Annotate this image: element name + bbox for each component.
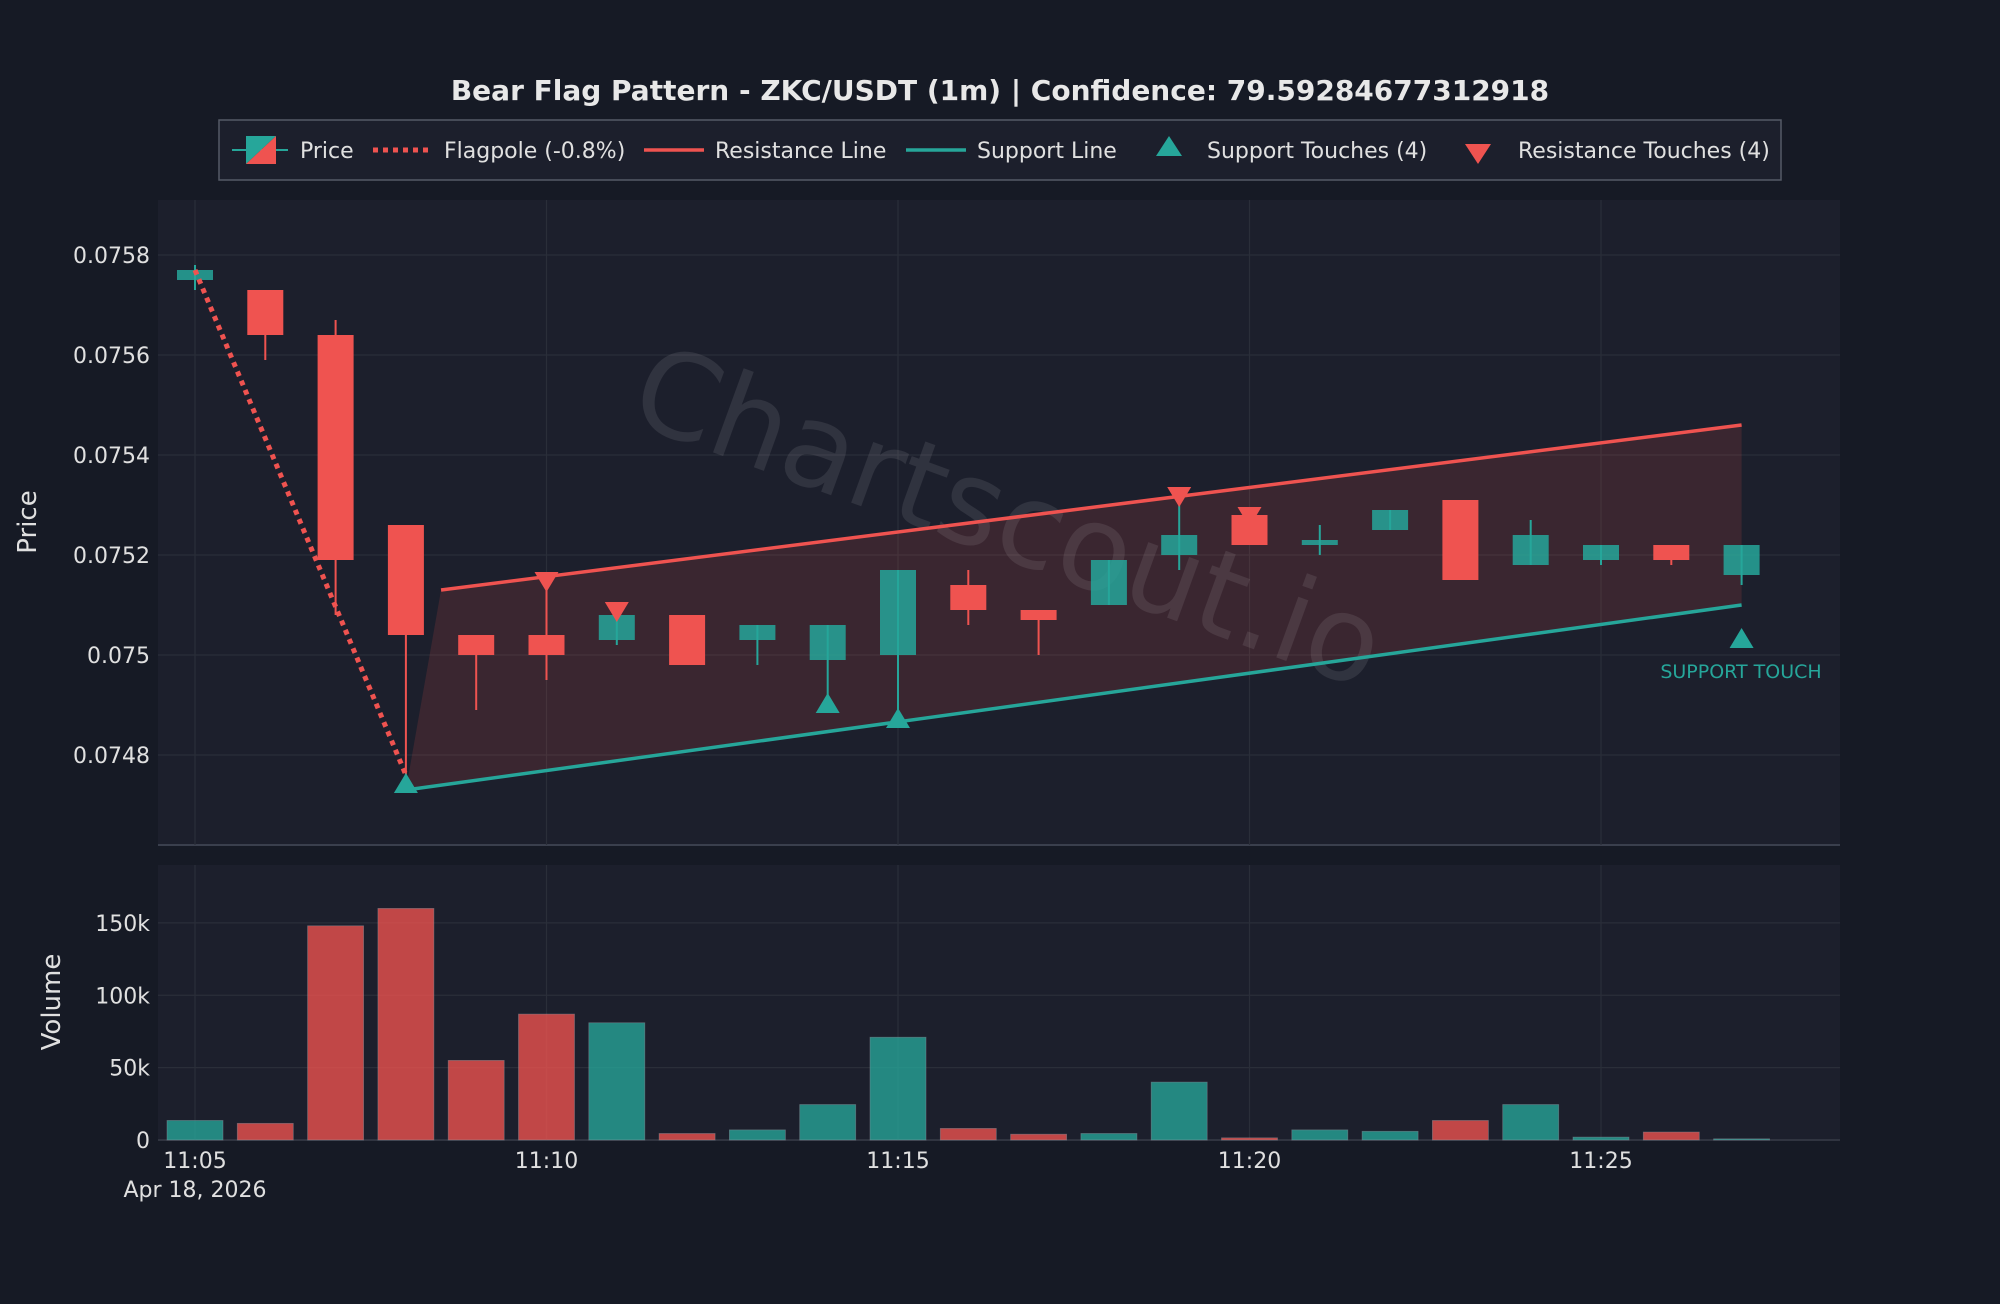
axes-layer: 0.0748 0.075 0.0752 0.0754 0.0756 0.0758 0 50k 1…	[73, 244, 1633, 1203]
volume-tick-label: 0	[136, 1129, 150, 1154]
price-panel	[158, 200, 1840, 845]
volume-bar	[1080, 1133, 1138, 1141]
legend-items: Price Flagpole (-0.8%) Resistance Line Supp…	[232, 136, 1770, 164]
volume-tick-label: 100k	[95, 984, 150, 1009]
volume-bar	[1221, 1137, 1278, 1141]
volume-bar	[1291, 1129, 1349, 1141]
flagpole-line	[192, 269, 409, 776]
candle-body	[669, 615, 706, 665]
time-tick-label: 11:25	[1569, 1149, 1632, 1174]
legend-label: Support Touches (4)	[1207, 139, 1427, 164]
markers-layer	[393, 487, 1754, 793]
candle-body	[528, 635, 565, 655]
volume-bar	[729, 1129, 786, 1141]
volume-bar	[658, 1133, 716, 1141]
volume-panel	[158, 865, 1840, 1140]
candle-body	[317, 335, 354, 560]
candle-body	[1512, 535, 1549, 565]
volume-bar	[1713, 1138, 1770, 1141]
legend-support-touch-swatch	[1156, 136, 1182, 156]
chart-title: Bear Flag Pattern - ZKC/USDT (1m) | Conf…	[451, 74, 1549, 107]
candle-body	[739, 625, 776, 640]
volume-bar	[518, 1013, 575, 1141]
volume-bar	[307, 925, 365, 1141]
support-line	[405, 603, 1742, 792]
legend-price-swatch	[246, 136, 276, 164]
price-axis-label: Price	[13, 490, 43, 553]
candles-layer	[177, 265, 1760, 775]
resistance-touch-marker	[1167, 487, 1192, 507]
grid-layer	[158, 200, 1840, 1141]
resistance-touch-marker	[534, 572, 559, 592]
time-tick-label: 11:15	[866, 1149, 929, 1174]
candle-body	[1653, 545, 1690, 560]
candle-body	[1301, 540, 1338, 545]
legend: Price Flagpole (-0.8%) Resistance Line Supp…	[218, 119, 1782, 181]
time-tick-label: 11:10	[515, 1149, 578, 1174]
support-touch-marker	[393, 773, 418, 793]
support-touch-marker	[886, 708, 910, 728]
candle-body	[1723, 545, 1760, 575]
volume-bar	[447, 1059, 505, 1141]
volume-bar	[1010, 1133, 1067, 1141]
legend-label: Support Line	[977, 139, 1117, 164]
legend-label: Flagpole (-0.8%)	[444, 139, 625, 164]
candle-body	[1583, 545, 1619, 560]
volume-bar	[1502, 1104, 1560, 1141]
candle-body	[1161, 535, 1198, 555]
time-tick-label: 11:05	[163, 1149, 226, 1174]
volume-bar	[1642, 1131, 1700, 1141]
volume-bar	[1432, 1120, 1489, 1141]
volume-bar	[1361, 1130, 1419, 1141]
support-touch-marker	[1729, 628, 1754, 648]
candle-body	[950, 585, 987, 610]
legend-box	[218, 119, 1782, 181]
time-tick-label: 11:20	[1218, 1149, 1281, 1174]
volume-bar	[939, 1128, 997, 1141]
price-tick-label: 0.0756	[73, 344, 150, 369]
volume-tick-label: 50k	[109, 1057, 150, 1082]
candle-body	[1020, 610, 1057, 620]
resistance-touch-marker	[1237, 507, 1262, 527]
volume-bar	[236, 1122, 294, 1141]
resistance-touch-marker	[604, 602, 629, 622]
price-tick-label: 0.0754	[73, 444, 150, 469]
candle-body	[458, 635, 495, 655]
volume-bar	[377, 908, 435, 1141]
candle-body	[247, 290, 284, 335]
price-tick-label: 0.0748	[73, 744, 150, 769]
legend-label: Resistance Touches (4)	[1518, 139, 1770, 164]
volume-bar	[869, 1036, 927, 1141]
candle-body	[880, 570, 916, 655]
volume-bar	[1150, 1081, 1208, 1141]
legend-label: Price	[300, 139, 354, 164]
volume-bar	[1572, 1136, 1630, 1141]
support-touch-annotation: SUPPORT TOUCH	[1660, 661, 1821, 683]
price-tick-label: 0.075	[87, 644, 150, 669]
legend-label: Resistance Line	[715, 139, 886, 164]
price-tick-label: 0.0752	[73, 544, 150, 569]
candle-body	[1090, 560, 1127, 605]
support-touch-marker	[815, 693, 840, 713]
date-label: Apr 18, 2026	[123, 1178, 266, 1203]
volume-layer	[166, 908, 1770, 1141]
candle-body	[387, 525, 424, 635]
volume-bar	[588, 1022, 646, 1141]
resistance-line	[440, 423, 1742, 592]
candle-body	[1442, 500, 1479, 580]
volume-bar	[166, 1120, 224, 1141]
volume-axis-label: Volume	[37, 954, 67, 1051]
volume-bar	[799, 1104, 857, 1141]
candle-body	[1372, 510, 1409, 530]
candle-body	[809, 625, 846, 660]
legend-resistance-touch-swatch	[1465, 144, 1491, 164]
lines-layer	[192, 269, 1742, 792]
price-tick-label: 0.0758	[73, 244, 150, 269]
volume-tick-label: 150k	[95, 912, 150, 937]
